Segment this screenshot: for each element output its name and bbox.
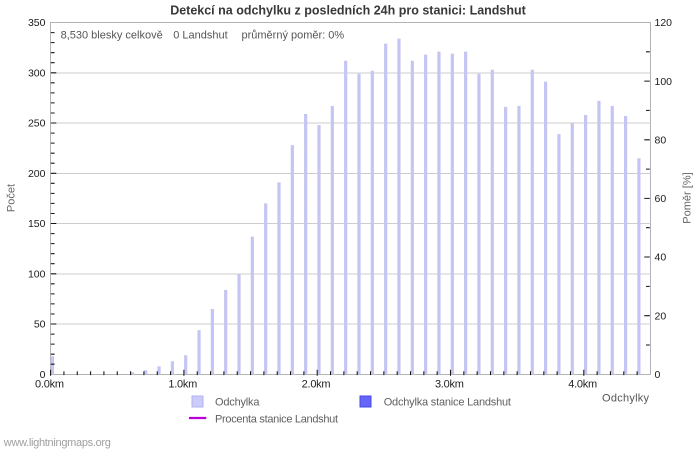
svg-text:60: 60 (655, 193, 667, 205)
svg-text:Detekcí na odchylku z poslední: Detekcí na odchylku z posledních 24h pro… (170, 4, 526, 18)
svg-text:0: 0 (655, 369, 661, 381)
svg-text:100: 100 (655, 76, 673, 88)
svg-text:80: 80 (655, 135, 667, 147)
svg-text:50: 50 (34, 319, 46, 331)
svg-text:3.0km: 3.0km (435, 379, 464, 391)
svg-text:350: 350 (28, 17, 46, 29)
svg-text:1.0km: 1.0km (168, 379, 197, 391)
svg-text:300: 300 (28, 68, 46, 80)
svg-text:8,530 blesky celkově: 8,530 blesky celkově (61, 30, 163, 42)
svg-text:40: 40 (655, 252, 667, 264)
svg-text:Poměr [%]: Poměr [%] (682, 172, 694, 223)
svg-text:Odchylka stanice Landshut: Odchylka stanice Landshut (384, 396, 511, 408)
svg-text:0: 0 (40, 369, 46, 381)
svg-text:Odchylky: Odchylky (602, 393, 649, 405)
svg-text:Procenta stanice Landshut: Procenta stanice Landshut (215, 414, 338, 426)
svg-text:průměrný poměr: 0%: průměrný poměr: 0% (242, 30, 345, 42)
svg-text:2.0km: 2.0km (302, 379, 331, 391)
svg-text:250: 250 (28, 118, 46, 130)
svg-text:www.lightningmaps.org: www.lightningmaps.org (3, 437, 111, 449)
svg-text:0 Landshut: 0 Landshut (173, 30, 227, 42)
svg-text:4.0km: 4.0km (568, 379, 597, 391)
svg-text:Počet: Počet (6, 184, 18, 212)
svg-text:100: 100 (28, 269, 46, 281)
svg-text:20: 20 (655, 310, 667, 322)
svg-text:0.0km: 0.0km (35, 379, 64, 391)
svg-text:Odchylka: Odchylka (215, 396, 260, 408)
svg-text:150: 150 (28, 218, 46, 230)
svg-text:200: 200 (28, 168, 46, 180)
svg-text:120: 120 (655, 17, 673, 29)
